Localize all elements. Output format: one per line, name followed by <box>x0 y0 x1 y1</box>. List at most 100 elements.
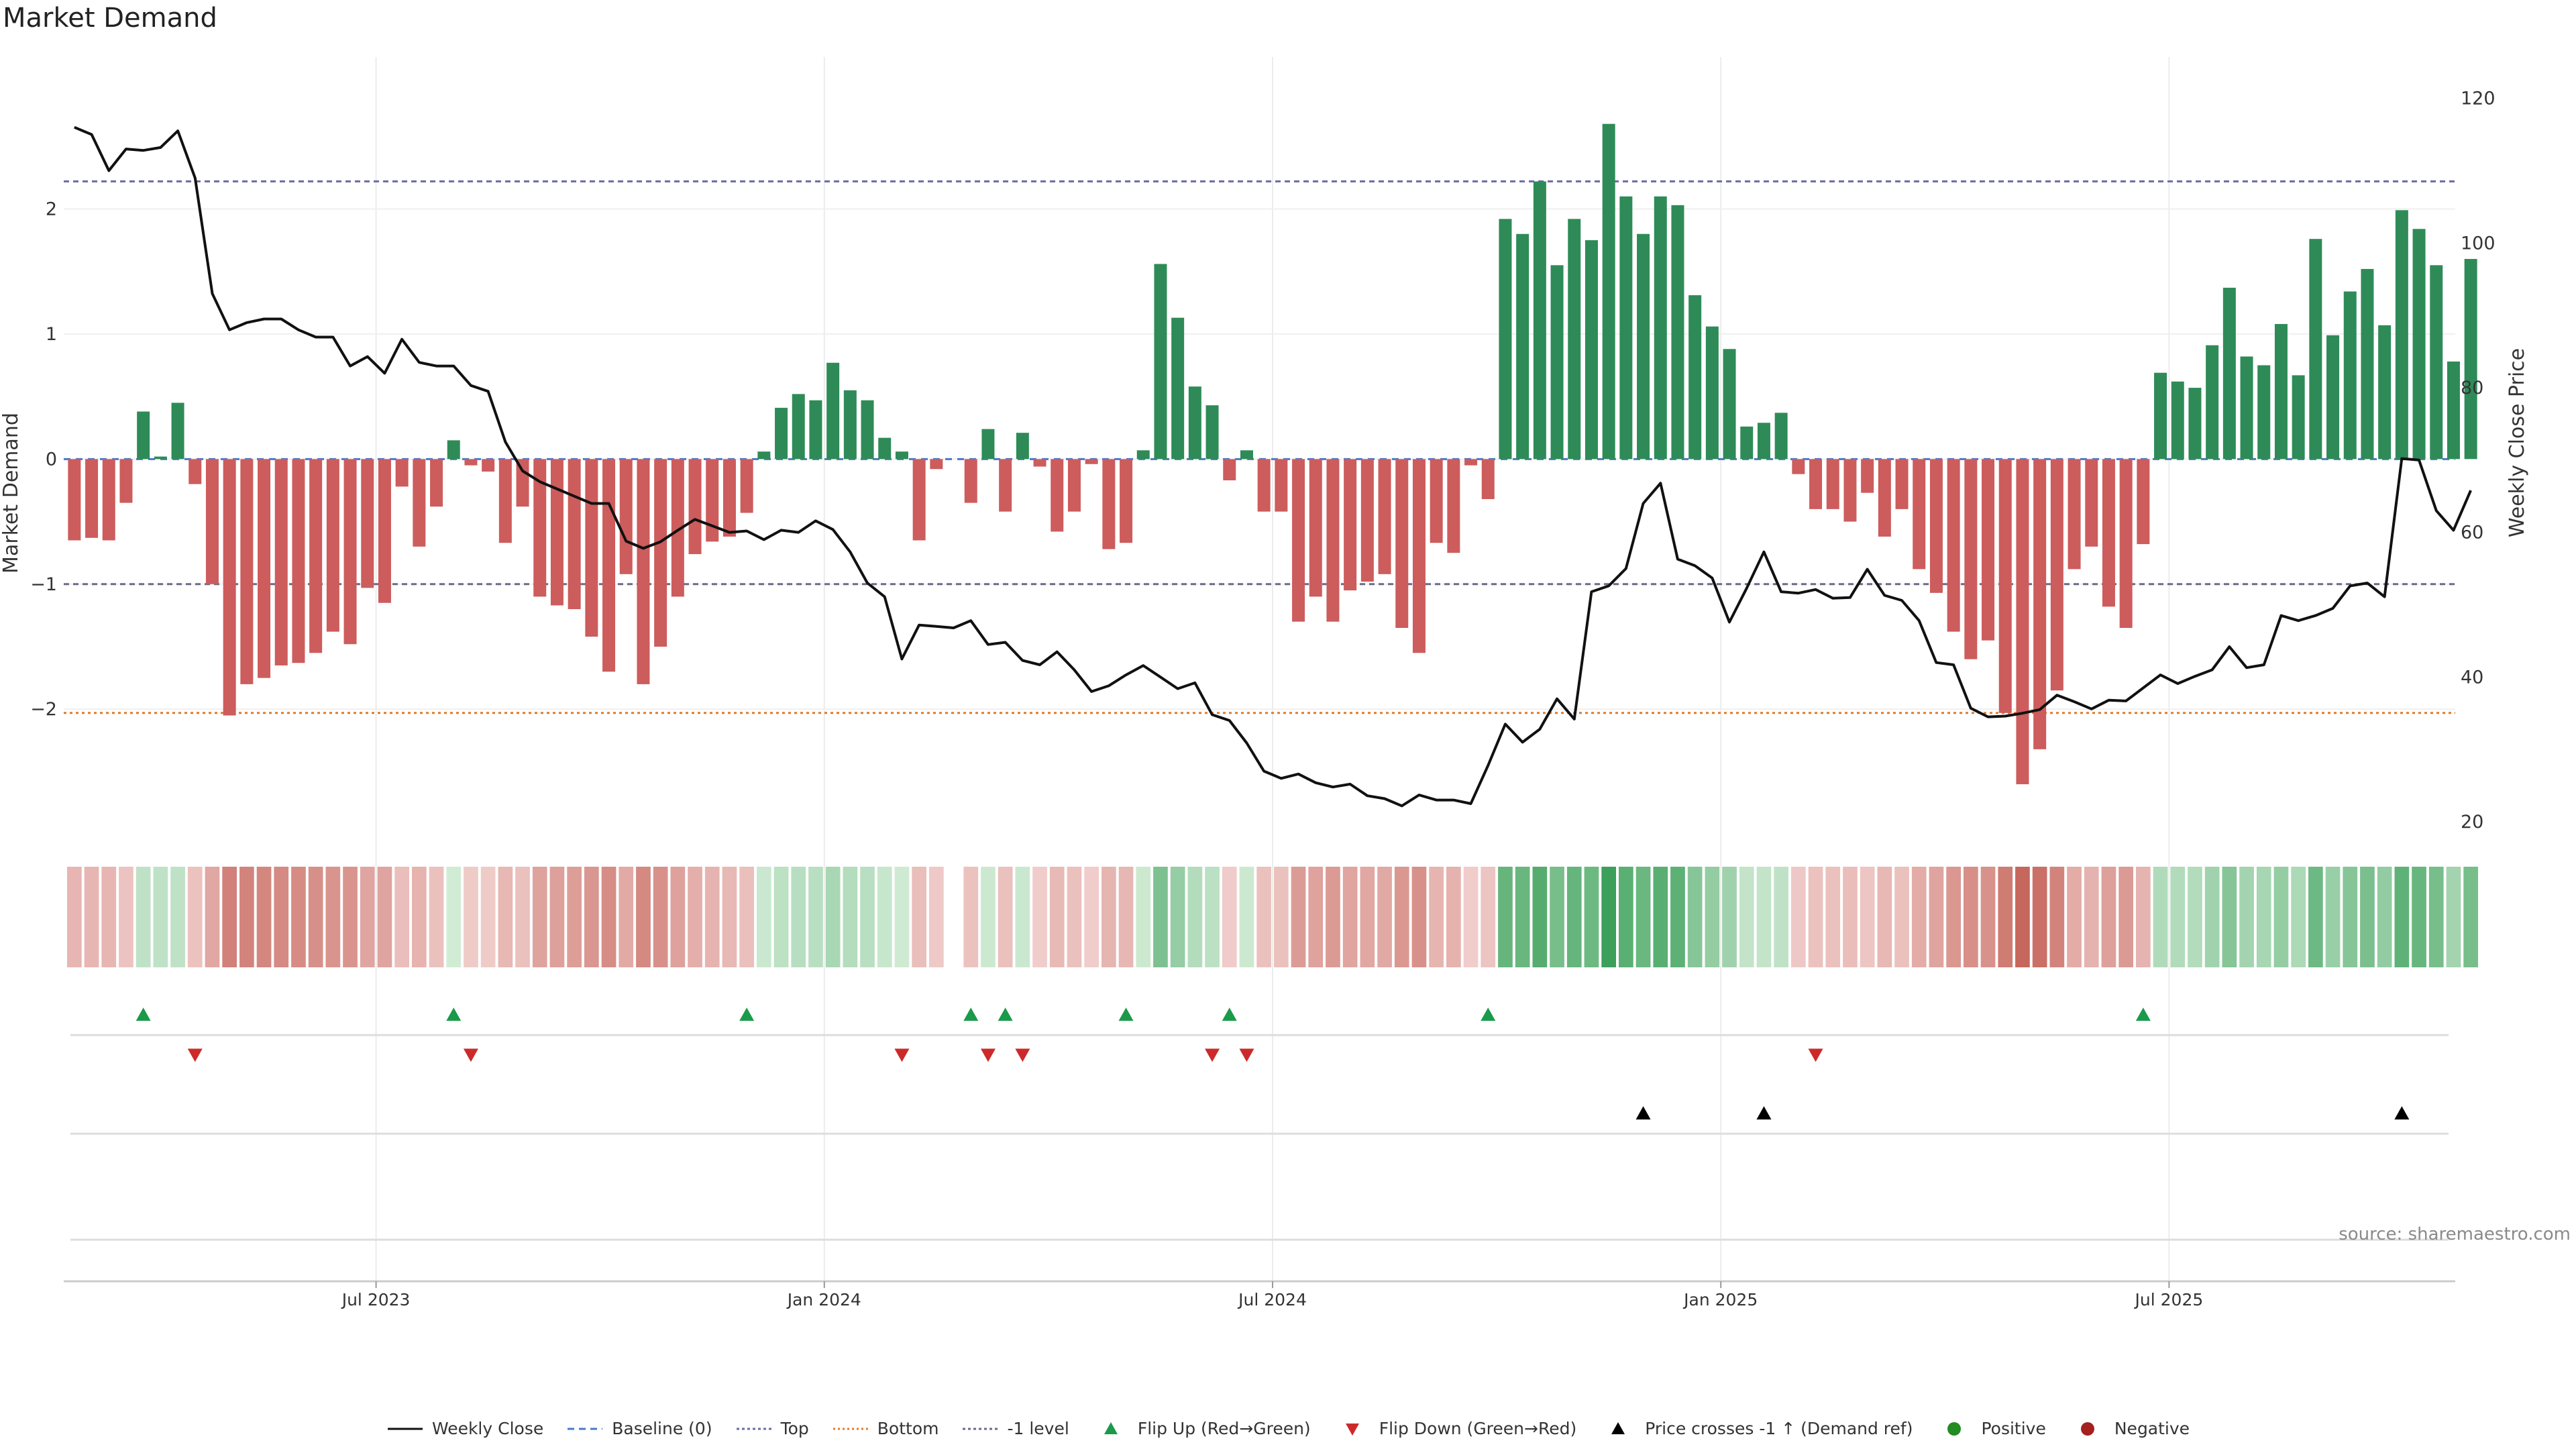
heat-cell <box>1342 867 1358 967</box>
demand-bar <box>343 459 357 645</box>
demand-bar <box>2447 361 2460 460</box>
heat-cell <box>1049 867 1065 967</box>
flip-down-marker <box>1015 1049 1030 1062</box>
heat-cell <box>2084 867 2099 967</box>
heat-cell <box>1980 867 1996 967</box>
demand-bar <box>1378 459 1391 574</box>
demand-bar <box>1585 240 1598 460</box>
heat-cell <box>2360 867 2375 967</box>
heat-cell <box>2446 867 2461 967</box>
price-cross-marker <box>1635 1106 1651 1120</box>
flip-up-marker <box>136 1008 151 1021</box>
demand-bar <box>1360 459 1374 582</box>
heat-cell <box>739 867 754 967</box>
demand-bar <box>706 459 719 542</box>
heat-cell <box>963 867 979 967</box>
heat-cell <box>601 867 616 967</box>
heat-cell <box>2239 867 2254 967</box>
demand-bar <box>585 459 598 637</box>
flipUp-legend-swatch <box>1104 1421 1118 1434</box>
heat-cell <box>1722 867 1737 967</box>
heat-cell <box>1102 867 1116 967</box>
demand-bar <box>1120 459 1133 543</box>
heat-cell <box>2343 867 2358 967</box>
legend-label: Negative <box>2114 1419 2190 1438</box>
legend-label: Flip Up (Red→Green) <box>1137 1419 1311 1438</box>
heat-cell <box>653 867 668 967</box>
legend-item-negative: Negative <box>2069 1419 2190 1438</box>
heat-cell <box>2188 867 2202 967</box>
legend-item-baseline: Baseline (0) <box>566 1419 712 1438</box>
demand-bar <box>1447 459 1460 553</box>
heat-cell <box>1498 867 1513 967</box>
demand-bar <box>2240 356 2253 460</box>
heat-cell <box>2136 867 2151 967</box>
demand-bar <box>2171 381 2184 460</box>
demand-heat-strip <box>67 867 2478 967</box>
flip-up-marker <box>1481 1008 1496 1021</box>
y-axis-right: 120 100 80 60 40 20 Weekly Close Price <box>2461 89 2529 833</box>
demand-bar <box>1964 459 1978 659</box>
demand-bar <box>1516 233 1529 460</box>
demand-bar <box>1344 459 1357 591</box>
flip-up-marker <box>2135 1008 2151 1021</box>
heat-cell <box>1187 867 1203 967</box>
heat-cell <box>2118 867 2133 967</box>
heat-cell <box>394 867 409 967</box>
demand-bar <box>1774 413 1788 460</box>
demand-bar <box>1878 459 1891 537</box>
heat-cell <box>1877 867 1892 967</box>
demand-bar <box>2016 459 2029 785</box>
demand-bar <box>2050 459 2063 691</box>
demand-bar <box>205 459 219 584</box>
demand-bar <box>2033 459 2047 749</box>
heat-cell <box>1566 867 1582 967</box>
legend-item-bottom: Bottom <box>832 1419 938 1438</box>
heat-cell <box>1463 867 1479 967</box>
heat-cell <box>2204 867 2220 967</box>
demand-bar <box>533 459 547 597</box>
demand-bar <box>1688 295 1702 460</box>
demand-bar <box>171 402 184 460</box>
heat-cell <box>2101 867 2116 967</box>
demand-bar <box>2378 325 2392 460</box>
heat-cell <box>1170 867 1185 967</box>
heat-cell <box>1411 867 1427 967</box>
negative-legend-swatch <box>2080 1421 2094 1436</box>
legend-label: Positive <box>1981 1419 2046 1438</box>
demand-bar <box>1843 459 1857 522</box>
top-legend-swatch <box>736 1428 771 1430</box>
flip-up-marker <box>963 1008 979 1021</box>
demand-bar <box>1550 265 1564 460</box>
heat-cell <box>791 867 806 967</box>
heat-cell <box>2463 867 2478 967</box>
demand-bar <box>1240 450 1253 460</box>
demand-bar <box>223 459 236 716</box>
heat-cell <box>1326 867 1340 967</box>
flip-up-marker <box>739 1008 755 1021</box>
heat-cell <box>1998 867 2013 967</box>
y2-tick-label: 20 <box>2461 812 2483 833</box>
heat-cell <box>1894 867 1909 967</box>
heat-cell <box>1308 867 1324 967</box>
heat-cell <box>688 867 702 967</box>
heat-cell <box>1429 867 1444 967</box>
heat-cell <box>860 867 875 967</box>
heat-cell <box>515 867 530 967</box>
demand-bar <box>378 459 391 603</box>
demand-bar <box>1309 459 1322 597</box>
demand-bar <box>930 459 943 470</box>
heat-cell <box>360 867 375 967</box>
heat-cell <box>1118 867 1134 967</box>
heat-cell <box>912 867 926 967</box>
heat-cell <box>291 867 306 967</box>
demand-bar <box>1705 326 1719 460</box>
heat-cell <box>308 867 323 967</box>
demand-bar <box>102 459 115 541</box>
demand-bar <box>1412 459 1426 653</box>
demand-bar <box>1171 317 1185 460</box>
legend-item-cross: Price crosses -1 ↑ (Demand ref) <box>1599 1419 1913 1438</box>
legend-item-flipDown: Flip Down (Green→Red) <box>1334 1419 1576 1438</box>
heat-cell <box>1946 867 1961 967</box>
